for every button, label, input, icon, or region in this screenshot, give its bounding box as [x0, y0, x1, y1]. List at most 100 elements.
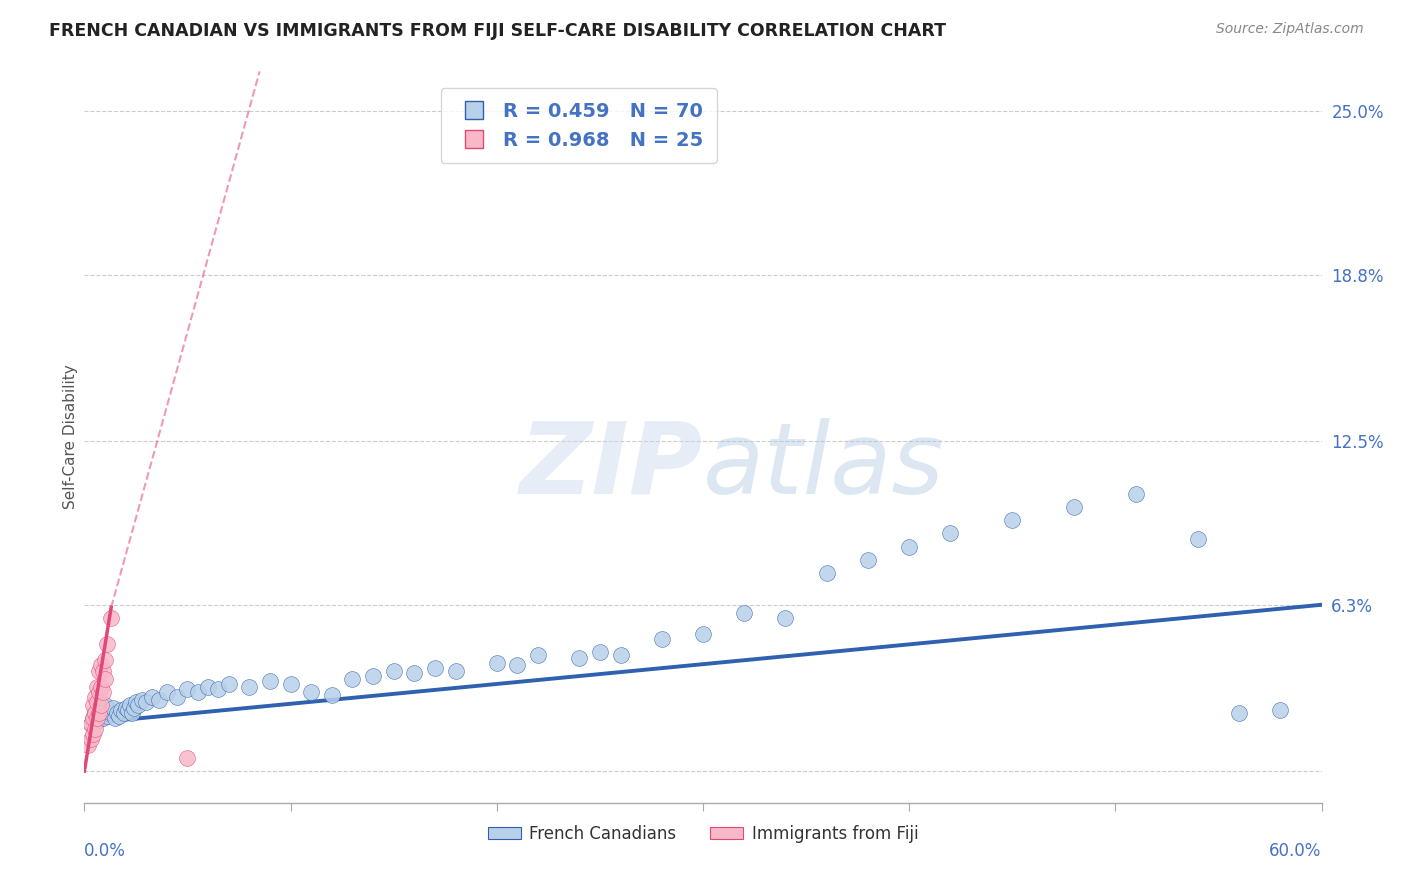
Point	[1187, 532, 1209, 546]
Point	[176, 682, 198, 697]
Text: 60.0%: 60.0%	[1270, 842, 1322, 860]
Point	[218, 677, 240, 691]
Point	[280, 677, 302, 691]
Point	[98, 703, 121, 717]
Point	[87, 703, 110, 717]
Point	[87, 664, 110, 678]
Point	[506, 658, 529, 673]
Point	[83, 690, 105, 705]
Point	[114, 700, 136, 714]
Point	[91, 711, 114, 725]
Point	[651, 632, 673, 646]
Point	[90, 708, 112, 723]
Point	[90, 680, 112, 694]
Point	[382, 664, 405, 678]
Point	[141, 690, 163, 705]
Point	[86, 708, 108, 723]
Point	[148, 693, 170, 707]
Point	[86, 711, 108, 725]
Point	[1227, 706, 1250, 720]
Point	[259, 674, 281, 689]
Point	[1270, 703, 1292, 717]
Point	[1125, 487, 1147, 501]
Point	[1063, 500, 1085, 514]
Point	[444, 664, 467, 678]
Point	[91, 664, 114, 678]
Point	[94, 706, 117, 720]
Point	[104, 711, 127, 725]
Point	[86, 696, 108, 710]
Point	[131, 693, 153, 707]
Point	[83, 706, 105, 720]
Point	[589, 645, 612, 659]
Point	[103, 700, 125, 714]
Point	[90, 700, 112, 714]
Point	[187, 685, 209, 699]
Point	[83, 706, 105, 720]
Point	[361, 669, 384, 683]
Point	[108, 708, 131, 723]
Point	[156, 685, 179, 699]
Point	[815, 566, 838, 580]
Y-axis label: Self-Care Disability: Self-Care Disability	[63, 365, 77, 509]
Point	[423, 661, 446, 675]
Point	[856, 553, 879, 567]
Point	[939, 526, 962, 541]
Point	[609, 648, 631, 662]
Text: ZIP: ZIP	[520, 417, 703, 515]
Point	[112, 706, 135, 720]
Point	[91, 685, 114, 699]
Point	[733, 606, 755, 620]
Point	[87, 711, 110, 725]
Legend: French Canadians, Immigrants from Fiji: French Canadians, Immigrants from Fiji	[481, 818, 925, 849]
Point	[127, 698, 149, 712]
Point	[125, 696, 148, 710]
Point	[775, 611, 797, 625]
Point	[238, 680, 260, 694]
Point	[87, 706, 110, 720]
Point	[87, 685, 110, 699]
Point	[207, 682, 229, 697]
Point	[79, 716, 101, 731]
Text: FRENCH CANADIAN VS IMMIGRANTS FROM FIJI SELF-CARE DISABILITY CORRELATION CHART: FRENCH CANADIAN VS IMMIGRANTS FROM FIJI …	[49, 22, 946, 40]
Point	[1001, 513, 1024, 527]
Point	[86, 714, 108, 728]
Point	[135, 696, 157, 710]
Text: atlas: atlas	[703, 417, 945, 515]
Point	[96, 637, 118, 651]
Point	[122, 700, 145, 714]
Point	[94, 653, 117, 667]
Point	[299, 685, 322, 699]
Point	[176, 751, 198, 765]
Point	[90, 658, 112, 673]
Point	[568, 650, 591, 665]
Point	[82, 727, 104, 741]
Point	[110, 703, 132, 717]
Point	[82, 698, 104, 712]
Point	[90, 698, 112, 712]
Text: Source: ZipAtlas.com: Source: ZipAtlas.com	[1216, 22, 1364, 37]
Point	[77, 738, 100, 752]
Point	[79, 732, 101, 747]
Point	[121, 706, 143, 720]
Point	[86, 680, 108, 694]
Point	[898, 540, 921, 554]
Point	[485, 656, 508, 670]
Point	[105, 706, 128, 720]
Point	[342, 672, 364, 686]
Point	[527, 648, 550, 662]
Point	[82, 711, 104, 725]
Point	[82, 711, 104, 725]
Point	[321, 688, 343, 702]
Point	[166, 690, 188, 705]
Point	[692, 627, 714, 641]
Point	[100, 611, 122, 625]
Point	[118, 698, 141, 712]
Text: 0.0%: 0.0%	[84, 842, 127, 860]
Point	[79, 716, 101, 731]
Point	[83, 722, 105, 736]
Point	[197, 680, 219, 694]
Point	[404, 666, 426, 681]
Point	[94, 698, 117, 712]
Point	[117, 703, 139, 717]
